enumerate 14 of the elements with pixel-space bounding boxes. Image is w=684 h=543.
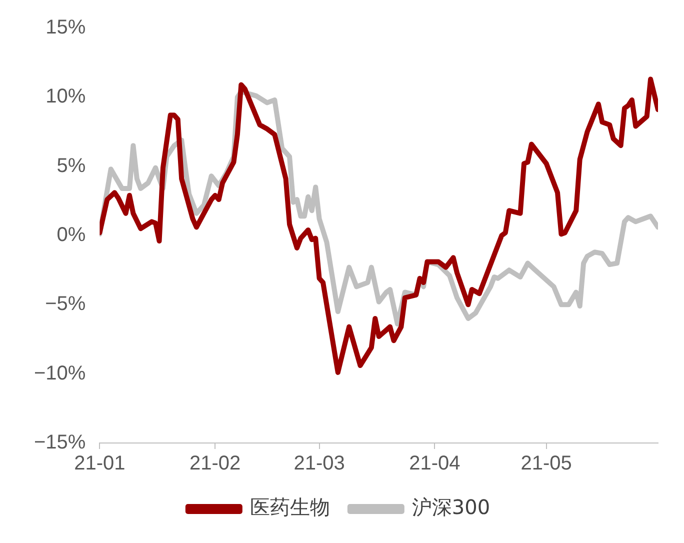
- y-tick-label: 15%: [46, 16, 86, 39]
- y-tick-label: 5%: [56, 154, 86, 177]
- y-tick-label: −5%: [45, 293, 86, 316]
- y-tick-label: 0%: [56, 224, 86, 246]
- x-tick-label: 21-01: [74, 452, 126, 475]
- y-tick-label: −10%: [34, 362, 86, 384]
- y-tick-label: 10%: [46, 86, 86, 108]
- legend-label: 医药生物: [250, 495, 330, 520]
- x-tick-label: 21-03: [294, 452, 345, 475]
- x-tick-label: 21-05: [520, 452, 572, 475]
- y-tick-label: −15%: [34, 432, 86, 454]
- legend-label: 沪深300: [412, 495, 490, 520]
- x-tick-label: 21-02: [190, 452, 241, 475]
- x-tick-label: 21-04: [409, 452, 460, 475]
